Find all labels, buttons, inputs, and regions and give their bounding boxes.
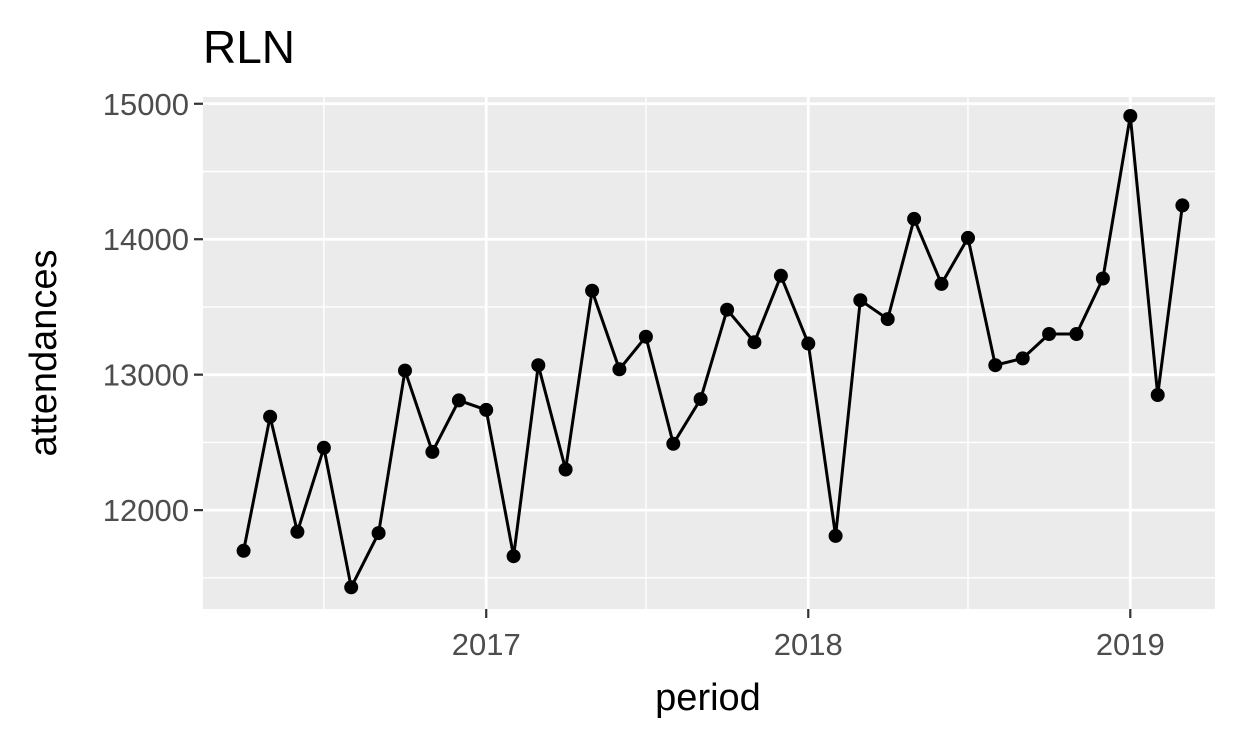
data-point-2016-04-01	[236, 543, 251, 558]
data-point-2017-04-01	[558, 462, 573, 477]
data-point-2018-05-01	[907, 211, 922, 226]
data-point-2018-06-01	[934, 276, 949, 291]
chart-title: RLN	[203, 21, 295, 73]
y-tick-label: 13000	[103, 358, 189, 393]
x-axis: 2017 2018 2019	[452, 609, 1165, 662]
y-tick-label: 14000	[103, 222, 189, 257]
data-point-2017-02-01	[506, 549, 521, 564]
data-point-2017-09-01	[693, 392, 708, 407]
data-point-2017-06-01	[612, 362, 627, 377]
y-tick-label: 12000	[103, 493, 189, 528]
data-point-2018-01-01	[801, 336, 816, 351]
data-point-2018-12-01	[1095, 271, 1110, 286]
data-point-2017-11-01	[747, 335, 762, 350]
data-point-2019-02-01	[1150, 388, 1165, 402]
data-point-2017-10-01	[720, 302, 735, 317]
data-point-2017-03-01	[531, 358, 546, 373]
x-tick-label: 2017	[452, 627, 521, 662]
minor-gridlines	[203, 97, 1215, 609]
x-tick-label: 2019	[1096, 627, 1165, 662]
data-point-2018-11-01	[1069, 327, 1084, 341]
data-points	[236, 109, 1190, 595]
data-point-2017-05-01	[585, 283, 600, 298]
data-point-2019-03-01	[1175, 198, 1190, 213]
data-point-2018-04-01	[880, 312, 895, 327]
data-point-2019-01-01	[1123, 109, 1138, 123]
data-point-2016-05-01	[263, 409, 278, 424]
data-point-2016-07-01	[316, 440, 331, 455]
data-point-2016-10-01	[398, 363, 412, 378]
y-tick-label: 15000	[103, 87, 189, 122]
data-point-2017-01-01	[479, 402, 494, 417]
data-point-2017-07-01	[638, 329, 653, 344]
data-point-2018-10-01	[1042, 327, 1057, 341]
data-point-2016-06-01	[290, 524, 305, 539]
data-point-2018-08-01	[988, 358, 1003, 373]
plot-panel	[203, 97, 1215, 609]
data-point-2016-08-01	[344, 580, 359, 595]
y-axis-title: attendances	[23, 249, 65, 456]
data-point-2018-09-01	[1015, 351, 1030, 366]
x-tick-label: 2018	[774, 627, 843, 662]
data-point-2017-08-01	[666, 436, 681, 451]
data-point-2016-12-01	[451, 393, 466, 408]
x-axis-title: period	[655, 677, 761, 719]
data-point-2018-03-01	[853, 293, 868, 308]
data-point-2017-12-01	[773, 268, 788, 283]
data-point-2016-11-01	[425, 444, 440, 459]
data-point-2018-07-01	[961, 230, 975, 245]
data-point-2018-02-01	[828, 528, 843, 543]
data-point-2016-09-01	[371, 526, 386, 541]
y-axis: 12000 13000 14000 15000	[103, 87, 203, 528]
